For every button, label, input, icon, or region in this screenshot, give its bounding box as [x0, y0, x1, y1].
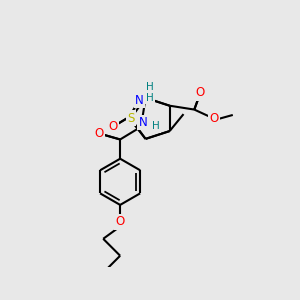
Text: N: N: [139, 116, 148, 129]
Text: O: O: [109, 120, 118, 133]
Text: H: H: [146, 93, 153, 103]
Text: O: O: [94, 127, 103, 140]
Text: O: O: [116, 215, 125, 228]
Text: O: O: [196, 86, 205, 99]
Text: H: H: [146, 82, 153, 92]
Text: H: H: [152, 122, 159, 131]
Text: O: O: [210, 112, 219, 125]
Text: N: N: [135, 94, 144, 107]
Text: S: S: [127, 112, 134, 125]
